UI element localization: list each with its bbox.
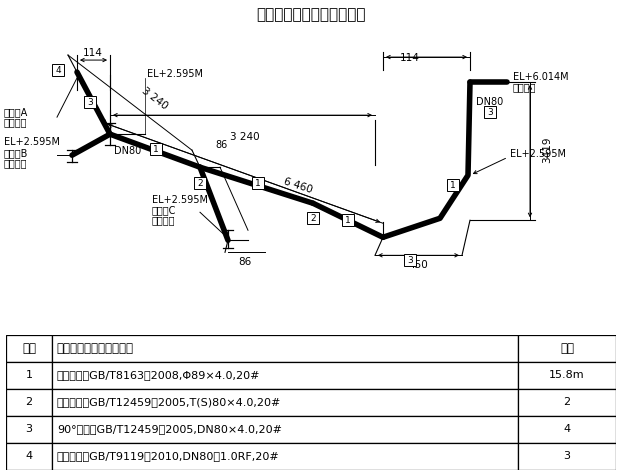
Text: 3 240: 3 240: [230, 132, 260, 142]
Text: 1: 1: [345, 216, 351, 225]
Bar: [6, 389, 52, 416]
Text: 出口冲洗: 出口冲洗: [152, 215, 175, 225]
Bar: [518, 362, 616, 389]
Text: DN80: DN80: [476, 97, 503, 107]
Bar: [6, 362, 52, 389]
Text: 90°弯头，GB/T12459－2005,DN80×4.0,20#: 90°弯头，GB/T12459－2005,DN80×4.0,20#: [57, 424, 282, 434]
Text: 平焊法兰，GB/T9119－2010,DN80－1.0RF,20#: 平焊法兰，GB/T9119－2010,DN80－1.0RF,20#: [57, 451, 279, 461]
Text: 2: 2: [564, 397, 570, 407]
Bar: [52, 443, 518, 470]
Text: 序号: 序号: [22, 342, 36, 355]
Bar: [52, 64, 64, 76]
Bar: [194, 177, 206, 189]
Text: 名称、标准、型号、材质: 名称、标准、型号、材质: [57, 342, 134, 355]
Bar: [52, 335, 518, 362]
Text: EL+2.595M: EL+2.595M: [4, 137, 60, 147]
Text: 114: 114: [400, 53, 420, 63]
Text: 3 240: 3 240: [140, 85, 170, 111]
Bar: [6, 443, 52, 470]
Text: 循环泵出口工艺水冲洗管道: 循环泵出口工艺水冲洗管道: [256, 7, 366, 22]
Text: 3: 3: [487, 108, 493, 117]
Text: 15.8m: 15.8m: [549, 371, 585, 380]
Text: 1: 1: [450, 181, 456, 190]
Text: EL+2.595M: EL+2.595M: [510, 149, 566, 159]
Bar: [52, 416, 518, 443]
Text: 2: 2: [26, 397, 32, 407]
Text: 1: 1: [153, 145, 159, 154]
Text: 450: 450: [408, 261, 428, 270]
Text: 3419: 3419: [542, 137, 552, 163]
Bar: [342, 214, 354, 226]
Text: 3: 3: [564, 451, 570, 461]
Bar: [150, 143, 162, 155]
Bar: [518, 335, 616, 362]
Bar: [52, 362, 518, 389]
Text: 1: 1: [26, 371, 32, 380]
Text: 4: 4: [26, 451, 32, 461]
Text: 2: 2: [310, 214, 316, 223]
Text: 接自管廊: 接自管廊: [513, 82, 537, 92]
Text: EL+2.595M: EL+2.595M: [147, 69, 203, 79]
Text: 3: 3: [87, 98, 93, 107]
Bar: [518, 416, 616, 443]
Text: 114: 114: [83, 48, 103, 58]
Text: 循环泵B: 循环泵B: [4, 148, 29, 158]
Text: 3: 3: [407, 256, 413, 265]
Text: 循环泵C: 循环泵C: [152, 205, 177, 215]
Bar: [84, 96, 96, 108]
Text: 86: 86: [238, 257, 252, 267]
Bar: [52, 389, 518, 416]
Text: 4: 4: [564, 424, 570, 434]
Bar: [404, 254, 416, 266]
Text: 2: 2: [197, 179, 203, 188]
Bar: [518, 389, 616, 416]
Text: 6 460: 6 460: [282, 176, 313, 194]
Text: 等径三通，GB/T12459－2005,T(S)80×4.0,20#: 等径三通，GB/T12459－2005,T(S)80×4.0,20#: [57, 397, 281, 407]
Text: 循环泵A: 循环泵A: [4, 107, 28, 117]
Text: EL+6.014M: EL+6.014M: [513, 72, 569, 82]
Text: 86: 86: [216, 140, 228, 150]
Bar: [252, 177, 264, 189]
Bar: [518, 443, 616, 470]
Text: 4: 4: [55, 66, 61, 75]
Text: 1: 1: [255, 179, 261, 188]
Bar: [6, 416, 52, 443]
Text: 出口冲洗: 出口冲洗: [4, 158, 27, 168]
Bar: [484, 106, 496, 118]
Text: 无缝钢管，GB/T8163－2008,Φ89×4.0,20#: 无缝钢管，GB/T8163－2008,Φ89×4.0,20#: [57, 371, 261, 380]
Text: 3: 3: [26, 424, 32, 434]
Text: 出口冲洗: 出口冲洗: [4, 117, 27, 127]
Bar: [447, 179, 459, 191]
Bar: [6, 335, 52, 362]
Text: EL+2.595M: EL+2.595M: [152, 195, 208, 205]
Text: 数量: 数量: [560, 342, 574, 355]
Bar: [307, 212, 319, 224]
Text: DN80: DN80: [114, 146, 141, 156]
